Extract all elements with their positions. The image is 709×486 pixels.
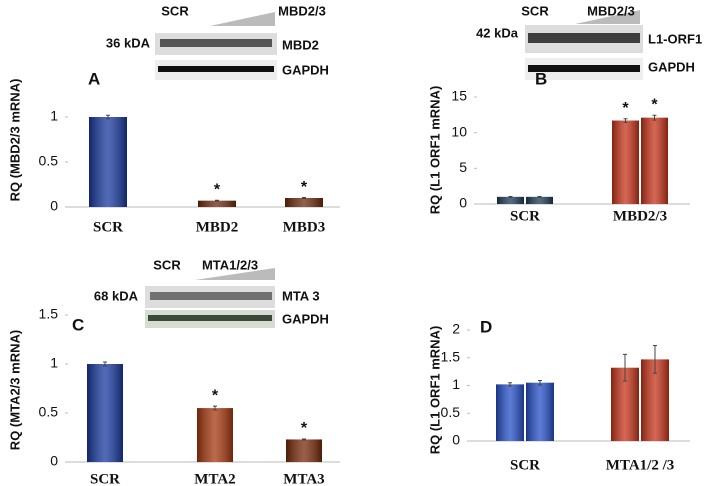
blot-label: MBD2 <box>282 37 319 52</box>
y-tick-label: 1 <box>50 355 58 371</box>
blot-band <box>528 33 640 43</box>
blot-label: 36 kDA <box>106 35 151 50</box>
panel-letter: B <box>535 69 547 88</box>
y-tick-label: 2 <box>452 321 460 337</box>
significance: * <box>214 181 221 198</box>
significance: * <box>301 420 308 437</box>
bar-shade <box>526 382 554 441</box>
bar-shade <box>496 384 524 441</box>
bar-shade <box>197 408 233 462</box>
blot-band <box>148 315 272 321</box>
x-tick-label: SCR <box>510 208 540 224</box>
bar-shade <box>612 120 639 204</box>
error-bar <box>106 114 110 120</box>
significance: * <box>651 96 658 113</box>
error-bar <box>653 345 657 374</box>
panel-letter: A <box>88 69 100 88</box>
x-tick-label: MBD2 <box>196 219 239 235</box>
bar-shade <box>198 200 236 207</box>
y-tick-label: 1.5 <box>441 348 461 364</box>
x-tick-label: SCR <box>90 471 120 486</box>
blot-label: SCR <box>521 3 549 18</box>
bar-shade <box>641 117 668 204</box>
blot-label: SCR <box>161 3 189 18</box>
blot-c: SCR MTA1/2/3 68 kDA MTA 3 GAPDH <box>94 257 329 328</box>
y-tick-label: 0 <box>50 453 58 469</box>
bar-shade <box>87 364 123 462</box>
blot-label: MTA 3 <box>282 288 320 303</box>
y-tick-label: 0.5 <box>39 153 59 169</box>
blot-label: GAPDH <box>648 59 695 74</box>
x-tick-label: MTA2 <box>194 471 235 486</box>
error-bar <box>213 405 217 411</box>
y-axis-label: RQ (L1 ORF1 mRNA) <box>427 326 442 455</box>
blot-label: GAPDH <box>282 62 329 77</box>
significance: * <box>212 387 219 404</box>
blot-label: GAPDH <box>282 311 329 326</box>
blot-a: SCR MBD2/3 36 kDA MBD2 GAPDH <box>106 3 329 80</box>
error-bar <box>302 197 306 199</box>
error-bar <box>103 361 107 367</box>
bar-shade <box>497 196 524 204</box>
wedge <box>575 10 640 24</box>
y-tick-label: 0.5 <box>39 404 59 420</box>
blot-band <box>160 39 272 47</box>
error-bar <box>302 438 306 441</box>
blot-label: MBD2/3 <box>587 3 635 18</box>
y-tick-label: 10 <box>451 123 467 139</box>
x-tick-label: MTA1/2 /3 <box>606 457 674 473</box>
panel-letter: D <box>480 317 492 336</box>
error-bar <box>623 353 627 382</box>
significance: * <box>622 100 629 117</box>
error-bar <box>652 114 657 121</box>
y-axis-label: RQ (MBD2/3 mRNA) <box>7 79 22 202</box>
x-tick-label: MTA3 <box>283 471 324 486</box>
x-tick-label: MBD2/3 <box>613 208 667 224</box>
error-bar <box>215 199 219 202</box>
y-tick-label: 1.5 <box>39 306 59 322</box>
error-bar <box>508 382 512 387</box>
blot-label: MTA1/2/3 <box>202 257 258 272</box>
wedge <box>210 12 275 26</box>
y-tick-label: 5 <box>459 159 467 175</box>
significance: * <box>301 179 308 196</box>
panel-letter: C <box>72 315 84 334</box>
x-tick-label: SCR <box>93 219 123 235</box>
x-tick-label: SCR <box>510 457 540 473</box>
blot-band <box>528 65 640 72</box>
bar-shade <box>285 198 323 207</box>
error-bar <box>538 380 542 386</box>
y-tick-label: 1 <box>50 108 58 124</box>
blot-label: L1-ORF1 <box>648 31 702 46</box>
blot-label: 42 kDa <box>476 25 519 40</box>
blot-b: SCR MBD2/3 42 kDa L1-ORF1 GAPDH <box>476 3 702 80</box>
y-tick-label: 0.5 <box>441 404 461 420</box>
blot-band <box>150 292 272 300</box>
error-bar <box>623 118 628 123</box>
y-axis-label: RQ (L1 ORF1 mRNA) <box>427 86 442 215</box>
y-tick-label: 0 <box>459 195 467 211</box>
bar-shade <box>526 196 553 204</box>
blot-label: MBD2/3 <box>278 3 326 18</box>
error-bar <box>508 196 513 198</box>
error-bar <box>537 196 542 198</box>
bar-shade <box>89 117 127 207</box>
y-tick-label: 15 <box>451 88 467 104</box>
y-tick-label: 0 <box>50 198 58 214</box>
y-tick-label: 0 <box>452 432 460 448</box>
blot-label: 68 kDA <box>94 288 139 303</box>
x-tick-label: MBD3 <box>283 219 326 235</box>
bar-shade <box>286 439 322 462</box>
wedge <box>195 268 275 280</box>
blot-band <box>158 66 274 72</box>
y-tick-label: 1 <box>452 376 460 392</box>
y-axis-label: RQ (MTA2/3 mRNA) <box>7 330 22 450</box>
blot-label: SCR <box>153 257 181 272</box>
